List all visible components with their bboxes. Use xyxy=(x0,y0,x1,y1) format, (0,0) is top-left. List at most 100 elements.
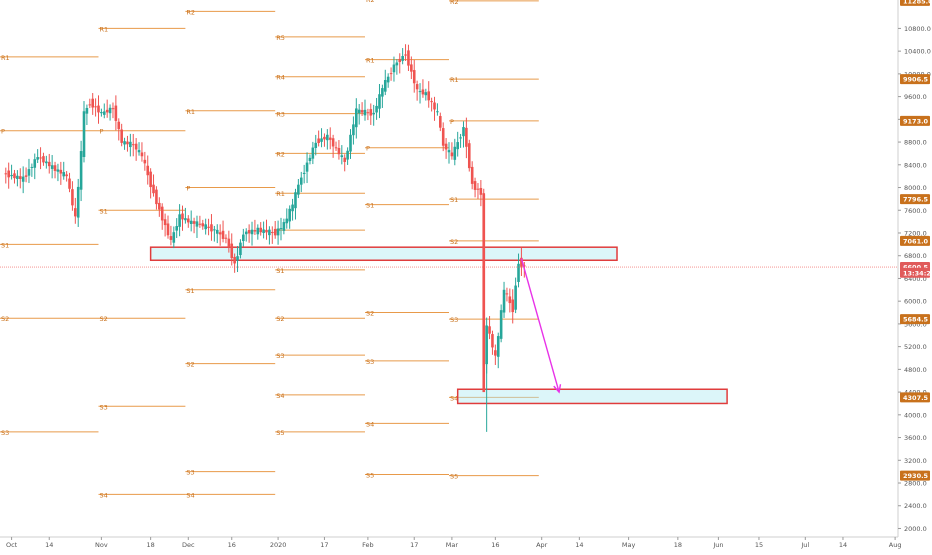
candle-body xyxy=(244,231,248,235)
candle-body xyxy=(74,208,77,217)
candle-body xyxy=(16,175,19,179)
candle xyxy=(207,218,210,236)
price-axis[interactable]: 2000.02400.02800.03200.03600.04000.04400… xyxy=(897,0,932,550)
candle-body xyxy=(476,188,480,190)
pivot-label: R1 xyxy=(276,190,285,198)
candle xyxy=(282,218,286,235)
candle-body xyxy=(485,325,488,365)
candle-body xyxy=(33,159,37,168)
candle xyxy=(79,140,83,202)
time-tick-label: 16 xyxy=(491,541,499,549)
candle xyxy=(459,133,462,148)
candle xyxy=(372,104,375,126)
candle-body xyxy=(363,109,367,116)
candle xyxy=(389,67,393,81)
price-badge-label: 9173.0 xyxy=(903,117,929,125)
price-badge-label: 7796.5 xyxy=(903,196,929,204)
pivot-label: S1 xyxy=(1,241,9,249)
candle xyxy=(517,253,520,288)
candle-body xyxy=(169,236,173,240)
candle xyxy=(502,281,506,318)
candle-body xyxy=(247,230,251,234)
candle-body xyxy=(355,108,358,128)
candle xyxy=(355,98,358,139)
candle-body xyxy=(24,175,28,177)
candle-body xyxy=(433,102,436,110)
candle-body xyxy=(508,296,512,304)
time-tick-label: 15 xyxy=(755,541,763,549)
candle-body xyxy=(441,128,445,146)
candle xyxy=(53,161,57,179)
candle-body xyxy=(453,146,457,160)
candle xyxy=(369,103,373,125)
pivot-label: S2 xyxy=(186,361,194,369)
pivot-label: S2 xyxy=(276,315,284,323)
candle xyxy=(62,161,66,180)
pivot-label: S3 xyxy=(366,358,374,366)
candle-body xyxy=(352,124,355,136)
candle xyxy=(68,172,71,193)
price-badge-label: 11285.0 xyxy=(903,0,932,5)
pivot-label: R1 xyxy=(366,57,375,65)
candle xyxy=(470,161,474,190)
candle xyxy=(285,208,289,229)
candle xyxy=(253,219,257,235)
candle xyxy=(59,161,63,185)
price-badge-label: 13:34:20 xyxy=(903,269,932,277)
candle xyxy=(105,99,109,118)
candle xyxy=(88,98,92,109)
candle xyxy=(360,102,364,116)
candle-body xyxy=(178,214,181,227)
pivot-label: S2 xyxy=(1,315,9,323)
candle-body xyxy=(375,105,378,113)
candle xyxy=(378,83,381,119)
candle xyxy=(82,101,86,163)
time-tick-label: 16 xyxy=(228,541,236,549)
candle xyxy=(427,81,431,108)
candle-body xyxy=(56,169,60,172)
price-badge-bg xyxy=(900,235,930,246)
price-tick-label: 7200.0 xyxy=(904,229,927,237)
candle xyxy=(467,139,471,172)
candle-body xyxy=(123,141,126,145)
candle-body xyxy=(378,94,381,109)
candle-body xyxy=(218,232,222,235)
candle xyxy=(456,131,459,157)
pivot-label: S2 xyxy=(99,315,107,323)
candle-body xyxy=(149,171,152,188)
candle xyxy=(346,147,349,165)
candle-body xyxy=(105,109,109,113)
candle-body xyxy=(42,156,45,163)
price-tick-label: 10400.0 xyxy=(904,48,931,56)
candle-body xyxy=(470,166,474,184)
candle-body xyxy=(198,223,202,225)
candle-body xyxy=(65,174,68,177)
candle xyxy=(210,214,213,241)
price-tick-label: 2400.0 xyxy=(904,502,927,510)
candle-body xyxy=(59,169,63,174)
pivot-label: R5 xyxy=(276,34,285,42)
candle-body xyxy=(181,213,184,220)
candle xyxy=(45,155,48,169)
candle-body xyxy=(250,229,254,235)
pivot-label: S2 xyxy=(366,310,374,318)
candle-body xyxy=(102,111,106,115)
candle-body xyxy=(491,334,494,348)
candles-layer xyxy=(4,44,526,432)
pivot-label: S1 xyxy=(186,287,194,295)
candle xyxy=(172,226,176,249)
candle xyxy=(175,218,179,238)
time-axis[interactable]: Oct 14 Nov 18 Dec 16 2020 17 Feb 17 Mar 16 Apr 14 May 1… xyxy=(0,536,901,550)
candle xyxy=(201,219,205,230)
candle xyxy=(143,151,147,171)
candle-body xyxy=(439,116,442,128)
candle xyxy=(404,44,407,61)
candle-body xyxy=(436,111,439,113)
candle-body xyxy=(372,112,375,115)
candle-body xyxy=(462,127,465,137)
candle xyxy=(514,277,517,314)
candle xyxy=(268,226,271,245)
candle xyxy=(50,155,54,179)
